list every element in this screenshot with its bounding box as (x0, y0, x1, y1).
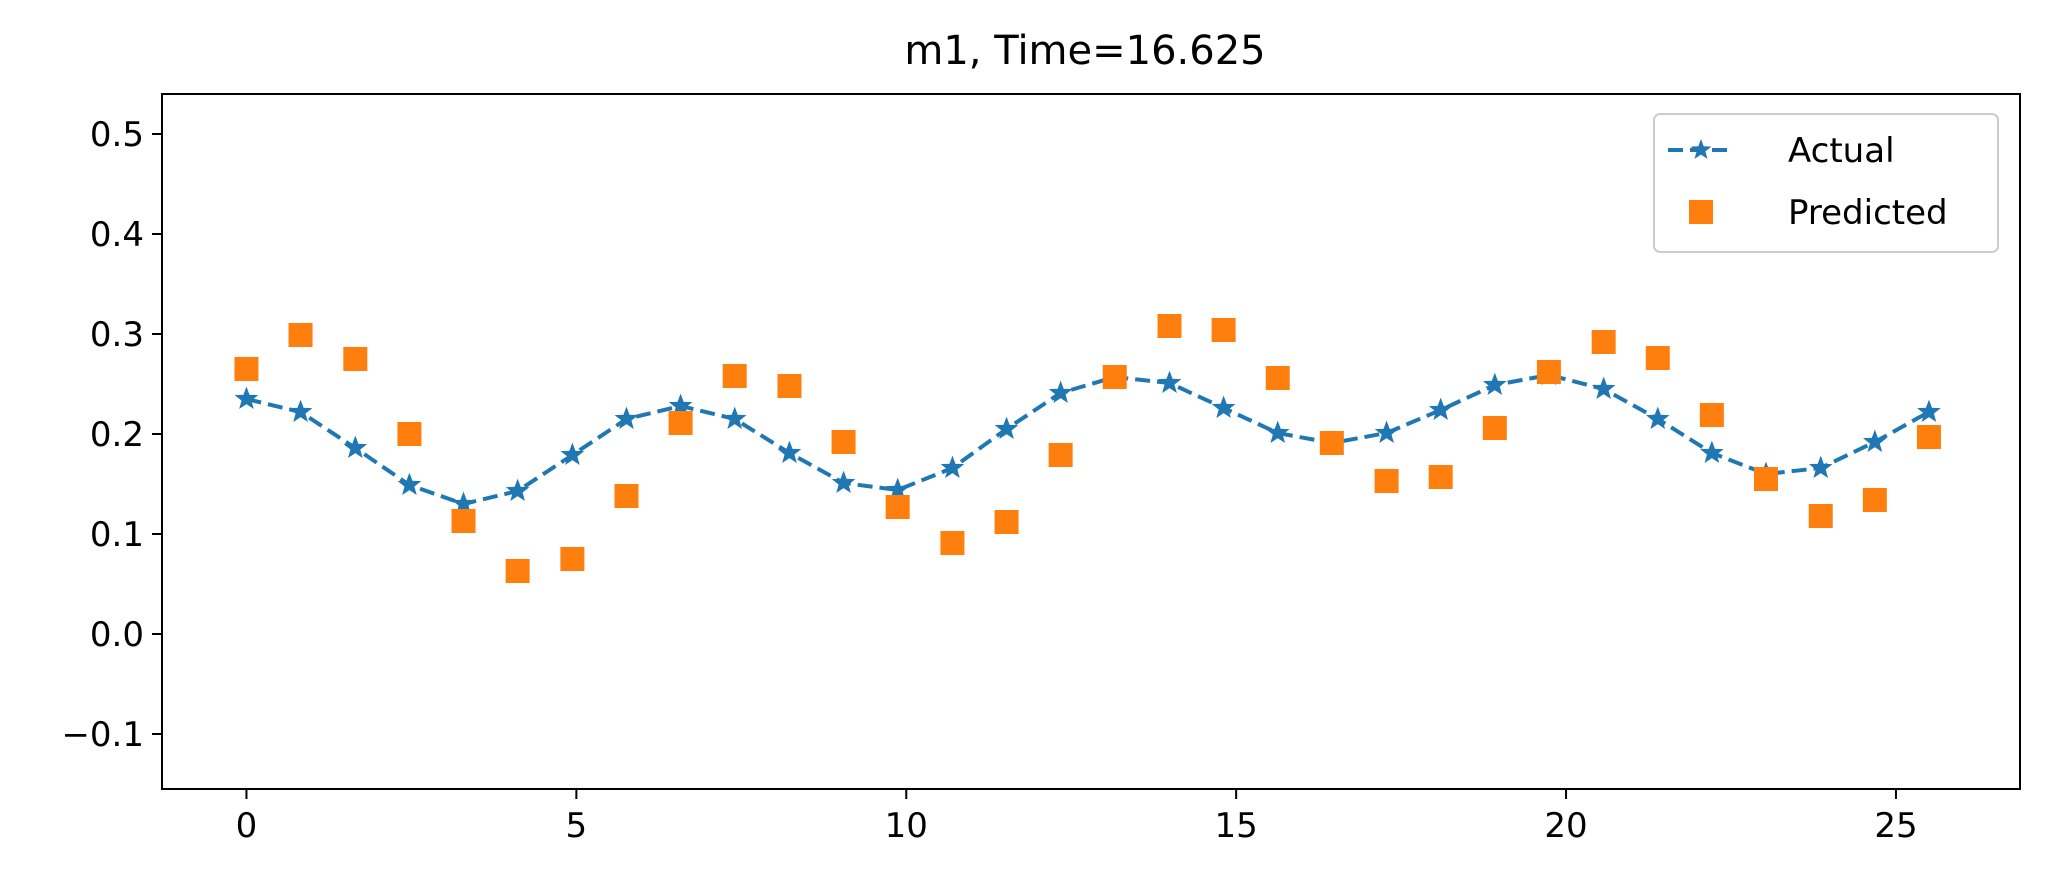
legend-actual-marker (1690, 139, 1712, 159)
actual-point (505, 478, 530, 502)
predicted-point (885, 495, 910, 519)
y-tick-label: 0.1 (90, 515, 144, 555)
x-tick-label: 20 (1544, 806, 1587, 846)
y-tick-label: 0.5 (90, 115, 144, 155)
predicted-point (1591, 330, 1616, 354)
axes-frame (161, 93, 2021, 790)
actual-point (343, 435, 368, 459)
predicted-point (1374, 469, 1399, 493)
predicted-point (343, 347, 368, 371)
predicted-point (1211, 318, 1236, 342)
actual-point (1863, 429, 1887, 453)
actual-line (246, 373, 1930, 506)
plot-area: 0 5 10 15 20 25 −0.1 0.0 0.1 0.2 0.3 0.4 0.5 (61, 93, 2021, 846)
actual-point (1157, 370, 1182, 394)
actual-point (1482, 372, 1507, 396)
actual-point (288, 399, 313, 423)
actual-point (722, 406, 747, 430)
predicted-point (1645, 346, 1670, 370)
predicted-point (940, 531, 965, 555)
predicted-point (560, 547, 585, 571)
actual-point (831, 470, 856, 494)
x-tick-label: 0 (236, 806, 258, 846)
predicted-point (994, 510, 1019, 534)
actual-point (560, 442, 585, 466)
y-tick-label: 0.3 (90, 315, 144, 355)
actual-point (1211, 395, 1236, 419)
actual-point (1808, 455, 1833, 479)
predicted-point (1102, 365, 1127, 389)
predicted-point (1482, 416, 1507, 440)
y-tick-label: 0.0 (90, 615, 144, 655)
x-tick-label: 25 (1874, 806, 1917, 846)
predicted-point (1753, 467, 1778, 491)
predicted-point (451, 509, 476, 533)
legend-predicted-label: Predicted (1788, 193, 1948, 233)
actual-point (777, 440, 802, 464)
predicted-point (1808, 504, 1833, 528)
predicted-point (777, 374, 802, 398)
predicted-point (505, 559, 530, 583)
predicted-point (1157, 314, 1182, 338)
predicted-point (1428, 465, 1453, 489)
actual-point (1645, 406, 1670, 430)
actual-point (451, 491, 476, 515)
actual-point (1591, 376, 1616, 400)
predicted-point (1699, 403, 1724, 427)
predicted-point (1319, 431, 1344, 455)
predicted-point (397, 422, 422, 446)
predicted-point (1916, 425, 1941, 449)
actual-point (994, 416, 1019, 440)
legend-box (1653, 113, 1999, 253)
legend-predicted-marker (1689, 200, 1713, 224)
y-tick-label: −0.1 (61, 715, 144, 755)
predicted-point (614, 484, 639, 508)
chart-title: m1, Time=16.625 (904, 28, 1265, 74)
predicted-point (831, 430, 856, 454)
actual-point (397, 472, 422, 496)
legend-actual-label: Actual (1788, 131, 1895, 171)
actual-point (1917, 399, 1941, 423)
x-tick-label: 5 (566, 806, 588, 846)
actual-point (1048, 380, 1073, 404)
y-tick-label: 0.2 (90, 415, 144, 455)
predicted-point (288, 323, 313, 347)
x-tick-label: 15 (1215, 806, 1258, 846)
predicted-point (1536, 360, 1561, 384)
predicted-point (234, 357, 259, 381)
predicted-point (668, 411, 693, 435)
y-tick-label: 0.4 (90, 215, 144, 255)
actual-point (1265, 420, 1290, 444)
predicted-point (1048, 443, 1073, 467)
x-tick-label: 10 (885, 806, 928, 846)
predicted-point (722, 364, 747, 388)
predicted-point (1862, 488, 1887, 512)
actual-point (940, 455, 965, 479)
actual-point (1428, 397, 1453, 421)
actual-point (234, 386, 259, 410)
actual-point (614, 406, 639, 430)
actual-point (885, 477, 910, 501)
predicted-point (1265, 366, 1290, 390)
actual-point (668, 393, 693, 417)
actual-point (1700, 440, 1724, 464)
actual-point (1374, 420, 1399, 444)
legend: Actual Predicted (1653, 113, 1999, 253)
